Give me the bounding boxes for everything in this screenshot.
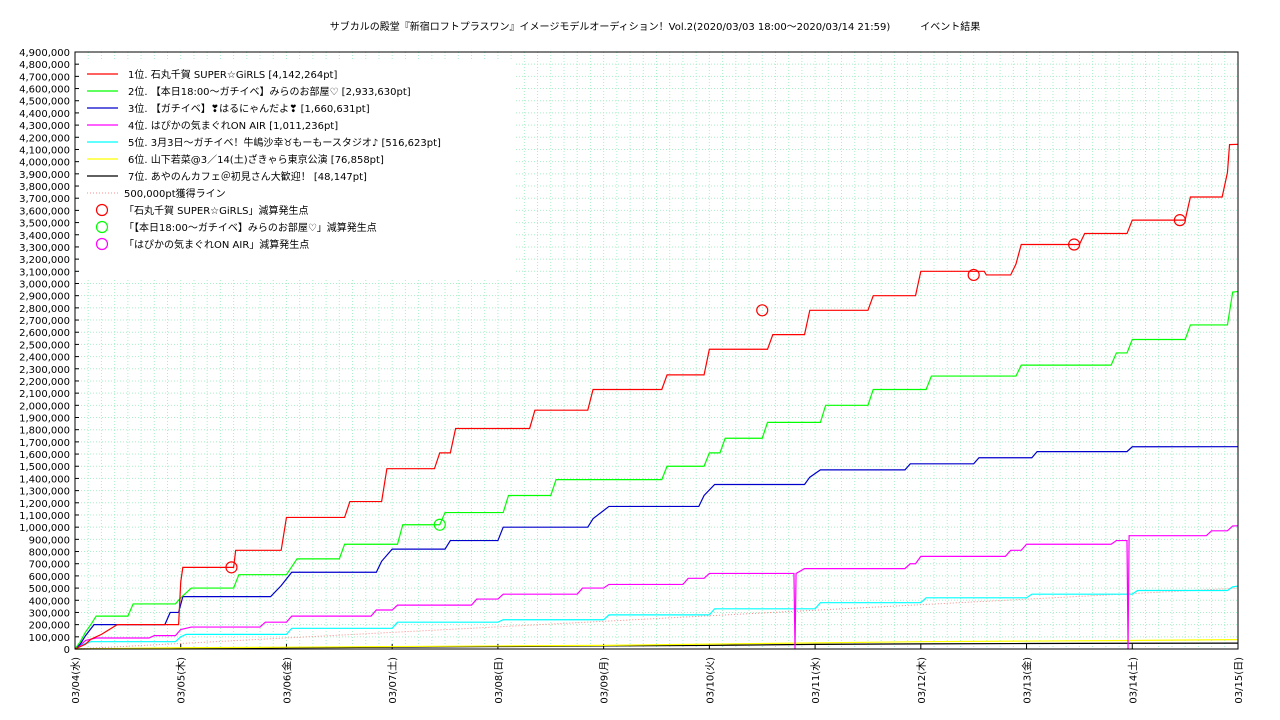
x-tick-label: 03/08(日) — [494, 657, 505, 704]
y-tick-label: 2,800,000 — [19, 304, 70, 315]
y-tick-label: 4,100,000 — [19, 145, 70, 156]
y-tick-label: 2,500,000 — [19, 340, 70, 351]
y-tick-label: 500,000 — [29, 584, 70, 595]
legend-label: 4位. はぴかの気まぐれON AIR [1,011,236pt] — [128, 119, 338, 132]
x-tick-label: 03/05(木) — [176, 657, 188, 704]
y-tick-label: 3,200,000 — [19, 255, 70, 266]
y-tick-label: 3,000,000 — [19, 279, 70, 290]
y-tick-label: 3,100,000 — [19, 267, 70, 278]
legend-label: 「【本日18:00〜ガチイベ】みらのお部屋♡」減算発生点 — [124, 221, 377, 234]
legend-label: 2位. 【本日18:00〜ガチイベ】みらのお部屋♡ [2,933,630pt] — [128, 85, 411, 98]
y-tick-label: 2,600,000 — [19, 328, 70, 339]
y-tick-label: 1,800,000 — [19, 426, 70, 437]
series-line — [74, 525, 1239, 650]
series-line — [74, 446, 1239, 650]
y-tick-label: 2,400,000 — [19, 353, 70, 364]
y-tick-label: 1,500,000 — [19, 462, 70, 473]
marker-layer — [225, 214, 1186, 574]
y-tick-label: 2,000,000 — [19, 401, 70, 412]
y-tick-label: 800,000 — [29, 548, 70, 559]
y-tick-label: 4,000,000 — [19, 158, 70, 169]
y-tick-label: 1,700,000 — [19, 438, 70, 449]
legend-label: 1位. 石丸千賀 SUPER☆GiRLS [4,142,264pt] — [128, 68, 337, 81]
y-tick-label: 4,400,000 — [19, 109, 70, 120]
legend-box — [80, 60, 514, 278]
series-line — [74, 642, 1239, 650]
x-tick-label: 03/10(火) — [704, 657, 716, 704]
legend-label: 「はぴかの気まぐれON AIR」減算発生点 — [124, 238, 309, 251]
y-tick-label: 100,000 — [29, 633, 70, 644]
series-line — [74, 143, 1239, 650]
deduction-marker — [433, 518, 446, 531]
y-tick-label: 200,000 — [29, 621, 70, 632]
chart-title: サブカルの殿堂『新宿ロフトプラスワン』イメージモデルオーディション！Vol.2(… — [330, 20, 980, 33]
y-tick-label: 3,700,000 — [19, 194, 70, 205]
x-axis: 03/04(水) 03/05(木) 03/06(金) 03/07(土) 03/08(日)… — [70, 644, 1245, 704]
y-tick-label: 3,400,000 — [19, 231, 70, 242]
plot-frame — [74, 51, 1239, 650]
reference-line — [74, 587, 1239, 650]
y-tick-label: 1,200,000 — [19, 499, 70, 510]
deduction-marker — [1173, 214, 1186, 227]
y-tick-label: 3,600,000 — [19, 206, 70, 217]
y-tick-label: 4,200,000 — [19, 133, 70, 144]
legend-label: 3位. 【ガチイベ】❣はるにゃんだよ❣ [1,660,631pt] — [128, 102, 370, 115]
legend-label: 7位. あやのんカフェ＠初見さん大歓迎！ [48,147pt] — [128, 170, 367, 183]
y-tick-label: 2,200,000 — [19, 377, 70, 388]
series-layer — [74, 143, 1239, 650]
y-tick-label: 1,300,000 — [19, 487, 70, 498]
y-tick-label: 3,900,000 — [19, 170, 70, 181]
deduction-marker — [756, 304, 769, 317]
y-tick-label: 4,900,000 — [19, 48, 70, 59]
legend-label: 「石丸千賀 SUPER☆GiRLS」減算発生点 — [124, 204, 309, 217]
x-tick-label: 03/04(水) — [70, 657, 82, 704]
y-tick-label: 1,100,000 — [19, 511, 70, 522]
series-line — [74, 290, 1239, 650]
x-tick-label: 03/07(土) — [386, 657, 399, 704]
y-tick-label: 1,400,000 — [19, 474, 70, 485]
legend-label: 500,000pt獲得ライン — [124, 187, 226, 200]
y-tick-label: 1,600,000 — [19, 450, 70, 461]
y-tick-label: 700,000 — [29, 560, 70, 571]
series-line — [74, 585, 1239, 650]
x-tick-label: 03/06(金) — [280, 657, 293, 704]
legend-marker — [95, 203, 109, 217]
x-tick-label: 03/09(月) — [599, 657, 611, 704]
legend-marker — [95, 220, 109, 234]
y-tick-label: 4,700,000 — [19, 72, 70, 83]
y-tick-label: 4,500,000 — [19, 97, 70, 108]
legend-label: 5位. 3月3日〜ガチイベ！牛嶋沙幸♉もーもースタジオ♪ [516,623pt] — [128, 136, 441, 149]
y-tick-label: 4,800,000 — [19, 60, 70, 71]
y-tick-label: 600,000 — [29, 572, 70, 583]
x-tick-label: 03/12(木) — [916, 657, 928, 704]
y-tick-label: 400,000 — [29, 596, 70, 607]
y-tick-label: 1,000,000 — [19, 523, 70, 534]
y-tick-label: 4,300,000 — [19, 121, 70, 132]
y-tick-label: 0 — [64, 645, 70, 656]
y-tick-label: 2,100,000 — [19, 389, 70, 400]
y-tick-label: 2,300,000 — [19, 365, 70, 376]
y-tick-label: 2,700,000 — [19, 316, 70, 327]
legend-marker — [95, 237, 109, 251]
legend: 1位. 石丸千賀 SUPER☆GiRLS [4,142,264pt] 2位. 【本… — [80, 60, 514, 278]
x-tick-label: 03/11(水) — [810, 657, 822, 704]
deduction-marker — [1068, 238, 1081, 251]
y-tick-label: 3,800,000 — [19, 182, 70, 193]
legend-label: 6位. 山下若菜@3／14(土)ざきゃら東京公演 [76,858pt] — [128, 153, 384, 166]
y-tick-label: 900,000 — [29, 535, 70, 546]
y-tick-label: 2,900,000 — [19, 292, 70, 303]
deduction-marker — [967, 268, 980, 282]
y-tick-label: 3,300,000 — [19, 243, 70, 254]
x-tick-label: 03/13(金) — [1021, 657, 1034, 704]
x-tick-label: 03/14(土) — [1126, 657, 1139, 704]
y-tick-label: 300,000 — [29, 608, 70, 619]
series-line — [74, 639, 1239, 650]
y-tick-label: 4,600,000 — [19, 85, 70, 96]
x-tick-label: 03/15(日) — [1234, 657, 1245, 704]
y-tick-label: 1,900,000 — [19, 414, 70, 425]
y-tick-label: 3,500,000 — [19, 219, 70, 230]
deduction-marker — [225, 561, 238, 574]
